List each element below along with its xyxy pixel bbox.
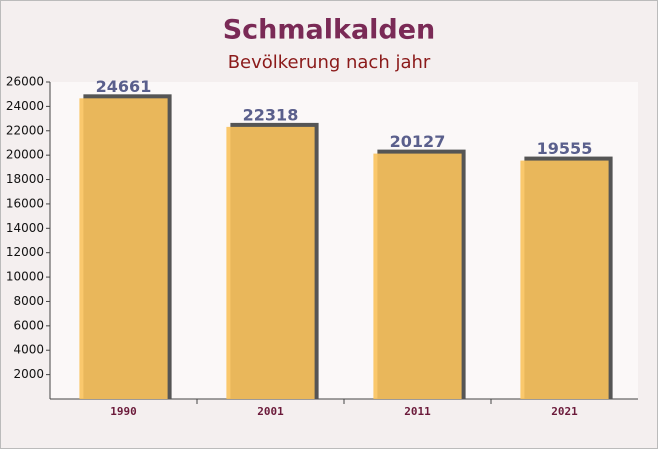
bar (373, 153, 462, 399)
value-label: 20127 (390, 132, 446, 151)
y-tick-label: 20000 (6, 148, 44, 162)
bar (226, 126, 315, 399)
y-tick-label: 24000 (6, 99, 44, 113)
y-tick-label: 2000 (13, 367, 44, 381)
x-tick-label: 1990 (110, 405, 137, 418)
y-tick-label: 16000 (6, 196, 44, 210)
x-tick-label: 2021 (551, 405, 578, 418)
x-tick-label: 2011 (404, 405, 431, 418)
y-tick-label: 12000 (6, 245, 44, 259)
y-tick-label: 6000 (13, 318, 44, 332)
value-label: 19555 (537, 139, 593, 158)
y-tick-label: 14000 (6, 221, 44, 235)
x-tick-label: 2001 (257, 405, 284, 418)
y-tick-label: 10000 (6, 270, 44, 284)
bar (520, 160, 609, 399)
y-tick-label: 4000 (13, 343, 44, 357)
value-label: 24661 (96, 77, 152, 96)
y-tick-label: 8000 (13, 294, 44, 308)
y-tick-label: 22000 (6, 123, 44, 137)
chart-title: Schmalkalden (223, 15, 436, 46)
bar (79, 98, 168, 399)
y-tick-label: 18000 (6, 172, 44, 186)
chart-subtitle: Bevölkerung nach jahr (228, 52, 431, 73)
y-tick-label: 26000 (6, 75, 44, 89)
value-label: 22318 (243, 105, 299, 124)
